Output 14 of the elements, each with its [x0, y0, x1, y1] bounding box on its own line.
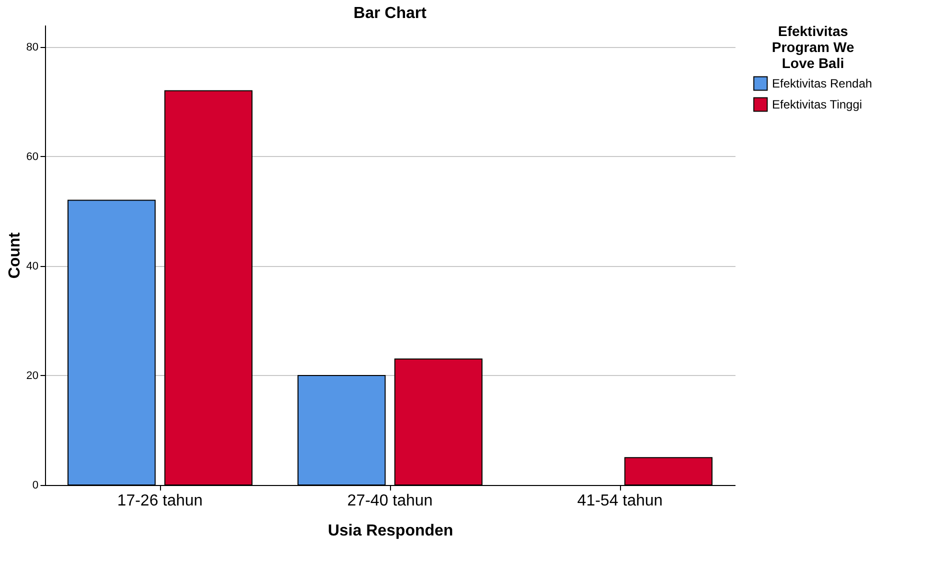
x-tick-label: 17-26 tahun [117, 492, 203, 510]
y-tick-label: 80 [26, 41, 38, 54]
chart-title: Bar Chart [354, 5, 428, 22]
legend-label: Efektivitas Rendah [772, 76, 872, 90]
y-tick-label: 20 [26, 370, 38, 382]
x-axis-title: Usia Responden [328, 522, 454, 540]
legend-title: Efektivitas Program We Love Bali [772, 23, 854, 71]
legend-label: Efektivitas Tinggi [772, 98, 862, 112]
y-tick-label: 40 [26, 260, 38, 272]
y-tick-label: 60 [26, 150, 38, 163]
y-axis-title: Count [6, 232, 24, 279]
y-tick-label: 0 [32, 480, 38, 492]
x-tick-label: 41-54 tahun [577, 492, 663, 510]
x-tick-label: 27-40 tahun [347, 492, 433, 510]
